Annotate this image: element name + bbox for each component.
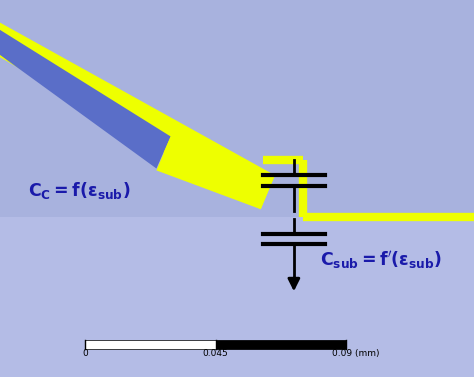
Text: 0.09 (mm): 0.09 (mm) bbox=[332, 349, 379, 358]
Polygon shape bbox=[0, 9, 275, 209]
Text: 0: 0 bbox=[82, 349, 88, 358]
Text: 0.045: 0.045 bbox=[203, 349, 228, 358]
Polygon shape bbox=[156, 136, 275, 209]
Text: $\mathbf{C_C = f(\varepsilon_{sub})}$: $\mathbf{C_C = f(\varepsilon_{sub})}$ bbox=[28, 180, 131, 201]
Bar bbox=[0, 217, 474, 377]
Text: $\mathbf{C_{sub} = f'(\varepsilon_{sub})}$: $\mathbf{C_{sub} = f'(\varepsilon_{sub})… bbox=[320, 249, 442, 271]
Polygon shape bbox=[0, 15, 171, 169]
Bar bbox=[0, 0, 474, 217]
